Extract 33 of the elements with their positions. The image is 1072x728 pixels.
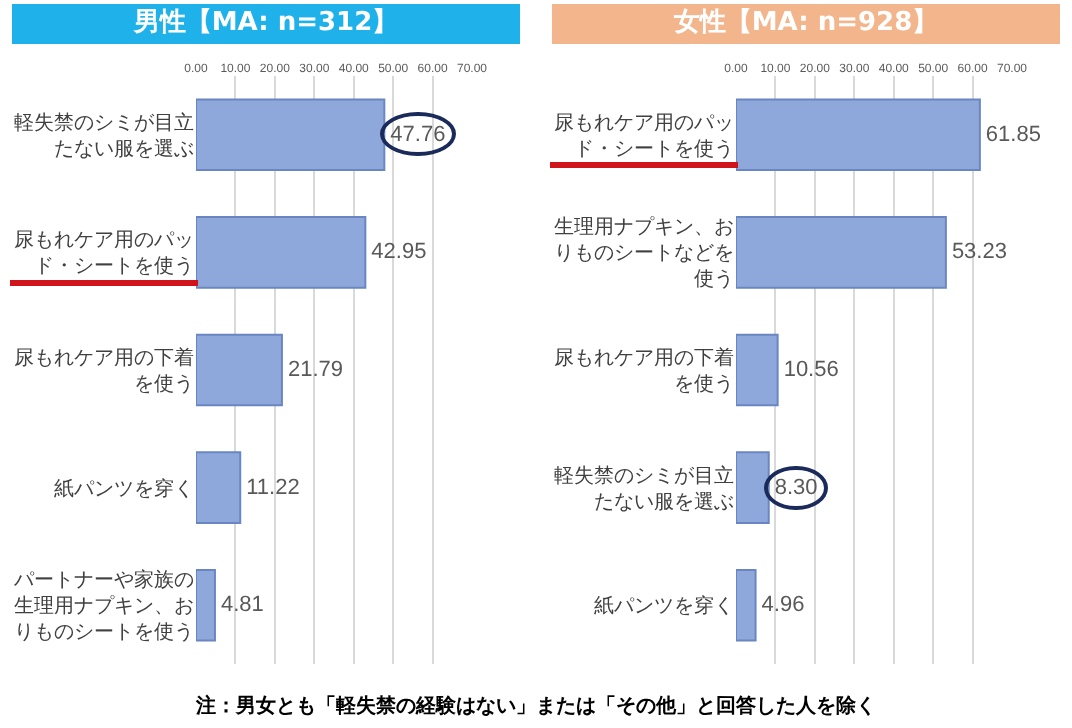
y-tick-label: 尿もれケア用の下着を使う — [554, 346, 734, 396]
y-tick-label: 軽失禁のシミが目立たない服を選ぶ — [554, 463, 734, 514]
y-tick-label: 生理用ナプキン、おりものシートなどを使う — [554, 215, 734, 292]
data-label: 10.56 — [783, 358, 839, 382]
y-tick-label: 尿もれケア用の下着を使う — [14, 346, 194, 396]
bar — [196, 216, 367, 289]
data-label: 4.96 — [761, 593, 805, 618]
bar — [736, 216, 947, 289]
bar — [196, 568, 216, 642]
bar — [736, 451, 770, 524]
y-tick-label: 紙パンツを穿く — [594, 594, 734, 619]
chart-title: 男性【MA: n=312】 — [12, 4, 520, 44]
data-label: 47.76 — [390, 122, 446, 147]
data-label: 53.23 — [951, 240, 1007, 265]
y-tick-label: 尿もれケア用のパッド・シートを使う — [554, 112, 734, 161]
bar — [736, 333, 779, 407]
y-tick-label: 紙パンツを穿く — [54, 476, 194, 501]
data-label: 42.95 — [371, 240, 427, 265]
bar — [736, 98, 981, 172]
data-label: 4.81 — [220, 593, 264, 618]
chart-title: 女性【MA: n=928】 — [552, 4, 1060, 44]
bar — [196, 451, 242, 524]
y-tick-label: 軽失禁のシミが目立たない服を選ぶ — [14, 110, 194, 161]
y-tick-label: パートナーや家族の生理用ナプキン、おりものシートを使う — [12, 568, 194, 645]
data-label: 61.85 — [985, 122, 1041, 147]
bar — [196, 333, 283, 407]
data-label: 11.22 — [246, 475, 300, 500]
y-tick-label: 尿もれケア用のパッド・シートを使う — [14, 230, 194, 279]
text: 注：男女とも「軽失禁の経験はない」または「その他」と回答した人を除く — [194, 692, 878, 720]
bar — [196, 98, 386, 172]
data-label: 21.79 — [287, 358, 343, 382]
data-label: 8.30 — [774, 475, 818, 500]
bar — [736, 568, 757, 642]
